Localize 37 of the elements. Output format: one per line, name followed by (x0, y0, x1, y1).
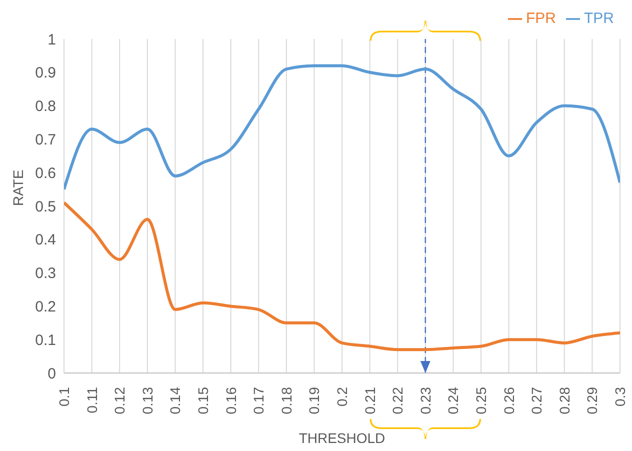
y-tick-label: 0.9 (35, 64, 56, 82)
x-tick-label: 0.13 (139, 386, 156, 414)
x-tick-label: 0.17 (250, 386, 267, 414)
x-tick-label: 0.28 (556, 386, 572, 414)
x-tick-label: 0.27 (528, 386, 545, 414)
x-tick-label: 0.18 (278, 386, 294, 414)
x-tick-label: 0.25 (473, 386, 489, 414)
y-axis-title: RATE (10, 170, 26, 206)
legend-label: FPR (526, 10, 556, 27)
x-tick-label: 0.19 (306, 386, 322, 414)
y-tick-label: 0.5 (35, 198, 56, 216)
line-series (64, 64, 620, 191)
y-tick-label: 0.2 (35, 298, 56, 316)
y-tick-label: 0 (48, 365, 56, 382)
x-tick-label: 0.3 (612, 386, 628, 406)
y-tick-label: 0.3 (35, 265, 56, 282)
x-tick-label: 0.12 (112, 386, 128, 414)
y-tick-label: 0.4 (35, 232, 56, 249)
y-tick-label: 0.1 (35, 332, 56, 349)
y-tick-label: 0.7 (35, 132, 56, 149)
line-series (64, 201, 620, 352)
x-tick-label: 0.23 (417, 386, 434, 414)
x-axis-title: THRESHOLD (298, 430, 386, 446)
y-tick-label: 0.6 (35, 164, 56, 182)
x-tick-label: 0.2 (334, 386, 350, 406)
x-tick-label: 0.11 (84, 386, 100, 414)
x-tick-label: 0.29 (584, 386, 600, 414)
y-tick-label: 0.8 (35, 98, 56, 116)
legend-label: TPR (584, 10, 614, 27)
x-tick-label: 0.14 (167, 386, 184, 414)
x-tick-label: 0.15 (195, 386, 211, 414)
x-tick-label: 0.24 (445, 386, 462, 414)
x-tick-label: 0.16 (222, 386, 239, 414)
x-tick-label: 0.21 (362, 386, 378, 414)
y-tick-label: 1 (48, 31, 56, 48)
x-tick-label: 0.22 (390, 386, 406, 414)
x-tick-label: 0.26 (500, 386, 517, 414)
